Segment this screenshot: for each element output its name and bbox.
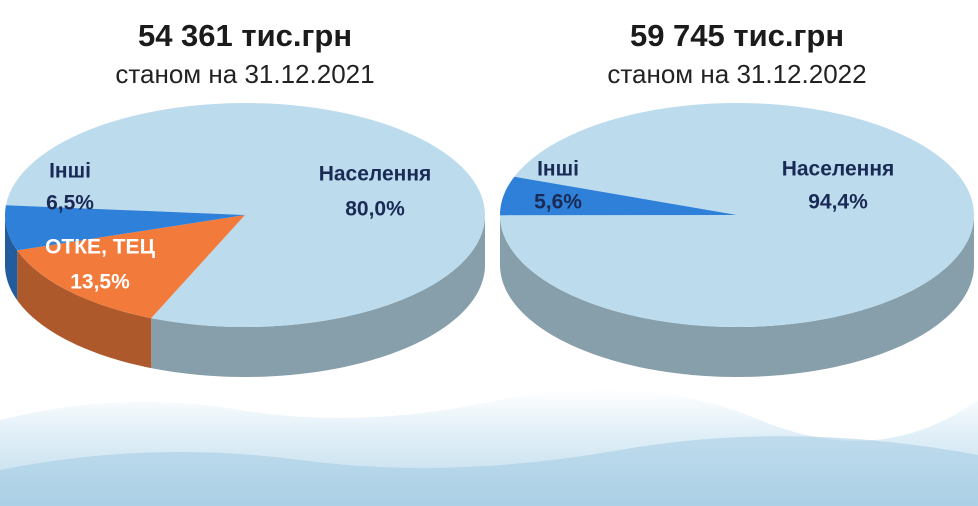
chart: 54 361 тис.грн станом на 31.12.2021 Населе… bbox=[0, 0, 978, 506]
slice-value-label: 80,0% bbox=[345, 198, 405, 221]
chart-title: 59 745 тис.грн bbox=[630, 18, 844, 53]
slice-label: ОТКЕ, ТЕЦ bbox=[45, 236, 155, 259]
chart-subtitle: станом на 31.12.2022 bbox=[607, 59, 866, 89]
chart-title: 54 361 тис.грн bbox=[138, 18, 352, 53]
slice-label: Інші bbox=[537, 158, 579, 181]
slice-value-label: 13,5% bbox=[70, 271, 130, 294]
slice-value-label: 94,4% bbox=[808, 191, 868, 214]
slice-label: Населення bbox=[319, 163, 432, 186]
slice-value-label: 5,6% bbox=[534, 191, 582, 214]
slice-label: Інші bbox=[49, 160, 91, 183]
slice-label: Населення bbox=[782, 158, 895, 181]
chart-subtitle: станом на 31.12.2021 bbox=[115, 59, 374, 89]
slice-value-label: 6,5% bbox=[46, 192, 94, 215]
